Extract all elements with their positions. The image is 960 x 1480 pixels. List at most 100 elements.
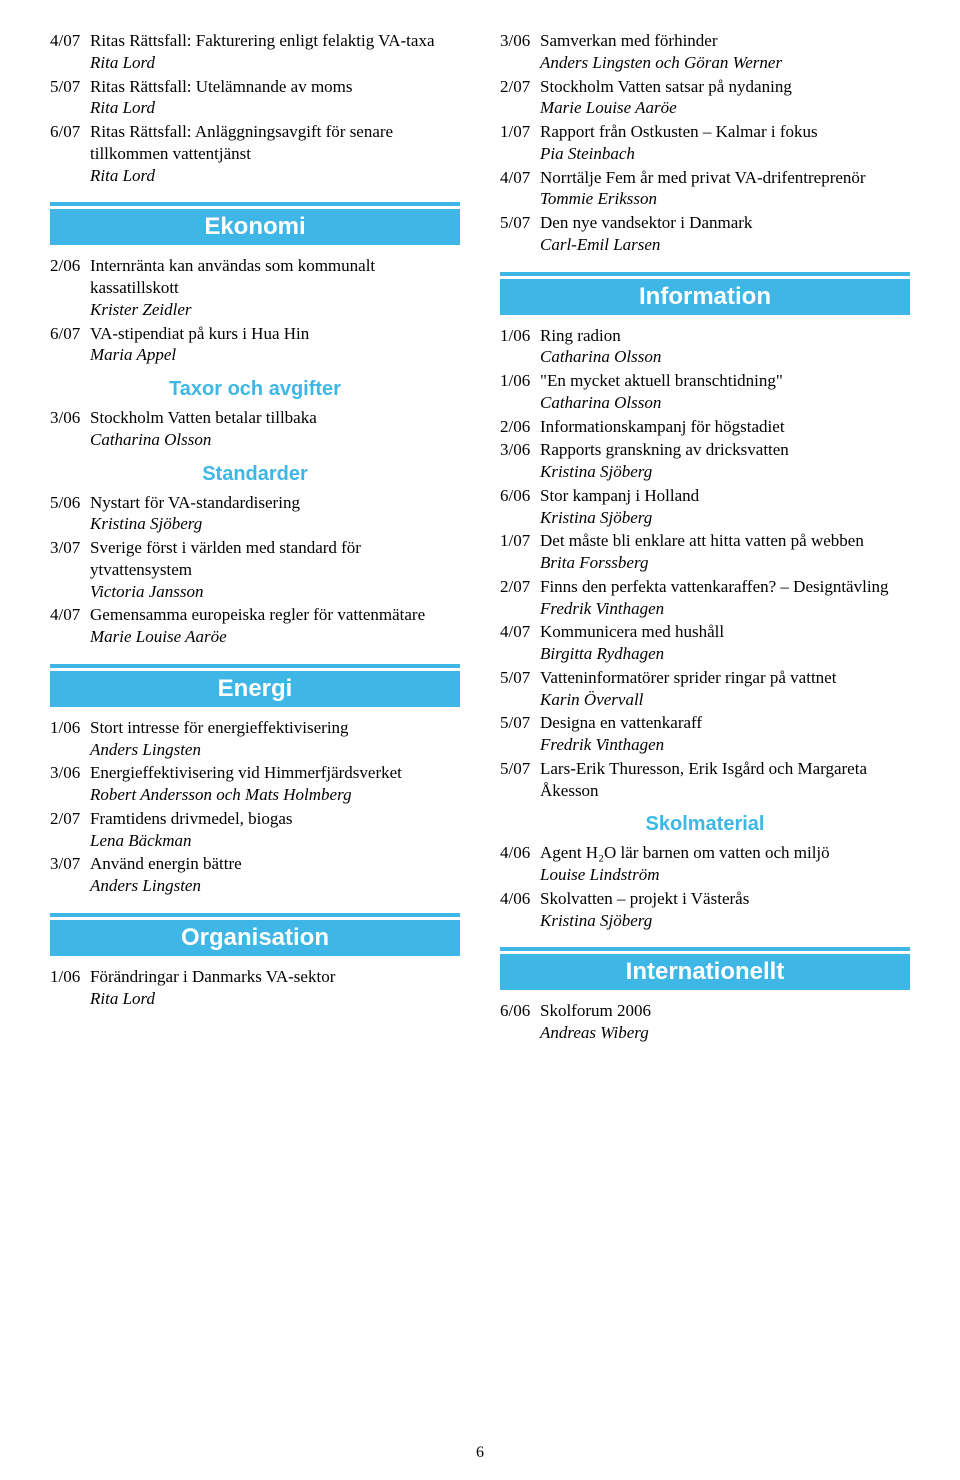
section-internationellt: Internationellt (500, 947, 910, 990)
entry-author: Rita Lord (90, 53, 155, 72)
left-column: 4/07 Ritas Rättsfall: Fakturering enligt… (50, 30, 460, 1450)
issue: 5/07 (500, 212, 540, 256)
entry-title: Sverige först i världen med standard för… (90, 537, 460, 581)
entry-author: Kristina Sjöberg (540, 911, 652, 930)
entry-author: Birgitta Rydhagen (540, 644, 664, 663)
entry-title: Samverkan med förhinder (540, 30, 910, 52)
entry-author: Victoria Jansson (90, 582, 203, 601)
entry: 4/07Kommunicera med hushållBirgitta Rydh… (500, 621, 910, 665)
issue: 3/07 (50, 537, 90, 602)
entry-body: Ritas Rättsfall: Utelämnande av moms Rit… (90, 76, 460, 120)
entry-title: Energieffektivisering vid Himmerfjärds­v… (90, 762, 460, 784)
subsection-standarder: Standarder (50, 463, 460, 486)
issue: 3/06 (50, 762, 90, 806)
entry: 3/06Rapports granskning av dricksvattenK… (500, 439, 910, 483)
entry-body: Ring radionCatharina Olsson (540, 325, 910, 369)
entry-title: Designa en vattenkaraff (540, 712, 910, 734)
entry: 5/07 Den nye vandsektor i Danmark Carl-E… (500, 212, 910, 256)
entry: 2/07 Stockholm Vatten satsar på nydaning… (500, 76, 910, 120)
entry-body: Stor kampanj i HollandKristina Sjöberg (540, 485, 910, 529)
entry: 3/06 Energieffektivisering vid Himmerfjä… (50, 762, 460, 806)
entry: 2/07 Framtidens drivmedel, biogas Lena B… (50, 808, 460, 852)
entry-body: Finns den perfekta vattenkaraffen? – Des… (540, 576, 910, 620)
entry-author: Brita Forssberg (540, 553, 648, 572)
issue: 3/06 (500, 30, 540, 74)
entry-body: Rapport från Ostkusten – Kalmar i fokus … (540, 121, 910, 165)
section-label: Energi (50, 671, 460, 707)
entry-body: VA-stipendiat på kurs i Hua Hin Maria Ap… (90, 323, 460, 367)
issue: 5/07 (500, 758, 540, 802)
entry-title: Lars-Erik Thuresson, Erik Isgård och Mar… (540, 758, 910, 802)
band-line (500, 947, 910, 951)
entry-body: Ritas Rättsfall: Fakturering enligt fela… (90, 30, 460, 74)
issue: 4/07 (500, 167, 540, 211)
entry-body: Stort intresse för energieffektivisering… (90, 717, 460, 761)
entry-title: Skolvatten – projekt i Västerås (540, 888, 910, 910)
issue: 4/07 (50, 30, 90, 74)
page-number: 6 (476, 1444, 484, 1462)
entry-title: Vatteninformatörer sprider ringar på vat… (540, 667, 910, 689)
entry: 5/07 Ritas Rättsfall: Utelämnande av mom… (50, 76, 460, 120)
entry: 1/07Det måste bli enklare att hitta vatt… (500, 530, 910, 574)
issue: 3/06 (50, 407, 90, 451)
entry-body: Använd energin bättre Anders Lingsten (90, 853, 460, 897)
entry: 1/07 Rapport från Ostkusten – Kalmar i f… (500, 121, 910, 165)
issue: 3/07 (50, 853, 90, 897)
entry-author: Anders Lingsten (90, 876, 201, 895)
entry: 1/06"En mycket aktuell branschtidning"Ca… (500, 370, 910, 414)
issue: 4/06 (500, 842, 540, 886)
entry-title: Stor kampanj i Holland (540, 485, 910, 507)
entry-author: Pia Steinbach (540, 144, 635, 163)
entry-body: Informationskampanj för högstadiet (540, 416, 910, 438)
entry-author: Louise Lindström (540, 865, 660, 884)
entry-title: Ritas Rättsfall: Anläggningsavgift för s… (90, 121, 460, 165)
entry-title: Rapport från Ostkusten – Kalmar i fokus (540, 121, 910, 143)
entry-author: Fredrik Vinthagen (540, 599, 664, 618)
issue: 1/07 (500, 121, 540, 165)
entry-title: Ring radion (540, 325, 910, 347)
section-label: Internationellt (500, 954, 910, 990)
entry: 1/06 Stort intresse för energieffektivis… (50, 717, 460, 761)
entry: 4/07 Ritas Rättsfall: Fakturering enligt… (50, 30, 460, 74)
entry-body: Det måste bli enklare att hitta vatten p… (540, 530, 910, 574)
band-line (50, 913, 460, 917)
entry-title: Informationskampanj för högstadiet (540, 416, 910, 438)
section-organisation: Organisation (50, 913, 460, 956)
issue: 1/06 (500, 370, 540, 414)
entry-title: Den nye vandsektor i Danmark (540, 212, 910, 234)
entry-title: Stockholm Vatten betalar tillbaka (90, 407, 460, 429)
entry-author: Robert Andersson och Mats Holmberg (90, 785, 352, 804)
entry-body: "En mycket aktuell branschtidning"Cathar… (540, 370, 910, 414)
entry-title: Internränta kan användas som kommunalt k… (90, 255, 460, 299)
entry-author: Catharina Olsson (90, 430, 211, 449)
entry-body: Rapports granskning av dricksvattenKrist… (540, 439, 910, 483)
right-column: 3/06 Samverkan med förhinder Anders Ling… (500, 30, 910, 1450)
entry-body: Energieffektivisering vid Himmerfjärds­v… (90, 762, 460, 806)
issue: 2/06 (50, 255, 90, 320)
entry-title: Det måste bli enklare att hitta vatten p… (540, 530, 910, 552)
entry: 5/07Lars-Erik Thuresson, Erik Isgård och… (500, 758, 910, 802)
entry: 3/06 Samverkan med förhinder Anders Ling… (500, 30, 910, 74)
issue: 5/06 (50, 492, 90, 536)
entry: 2/06Informationskampanj för högstadiet (500, 416, 910, 438)
entry-author: Maria Appel (90, 345, 176, 364)
issue: 1/07 (500, 530, 540, 574)
issue: 1/06 (50, 717, 90, 761)
entry-title: Ritas Rättsfall: Fakturering enligt fela… (90, 30, 460, 52)
section-label: Ekonomi (50, 209, 460, 245)
entry-body: Ritas Rättsfall: Anläggningsavgift för s… (90, 121, 460, 186)
entry-author: Krister Zeidler (90, 300, 192, 319)
issue: 2/06 (500, 416, 540, 438)
issue: 2/07 (50, 808, 90, 852)
entry: 1/06Ring radionCatharina Olsson (500, 325, 910, 369)
entry-author: Marie Louise Aaröe (90, 627, 227, 646)
entry: 4/06Agent H₂O lär barnen om vatten och m… (500, 842, 910, 886)
entry-title: Framtidens drivmedel, biogas (90, 808, 460, 830)
entry-body: Skolvatten – projekt i VästeråsKristina … (540, 888, 910, 932)
entry-title: Använd energin bättre (90, 853, 460, 875)
issue: 3/06 (500, 439, 540, 483)
entry-body: Internränta kan användas som kommunalt k… (90, 255, 460, 320)
entry-body: Framtidens drivmedel, biogas Lena Bäckma… (90, 808, 460, 852)
entry-title: Kommunicera med hushåll (540, 621, 910, 643)
entry-author: Catharina Olsson (540, 393, 661, 412)
